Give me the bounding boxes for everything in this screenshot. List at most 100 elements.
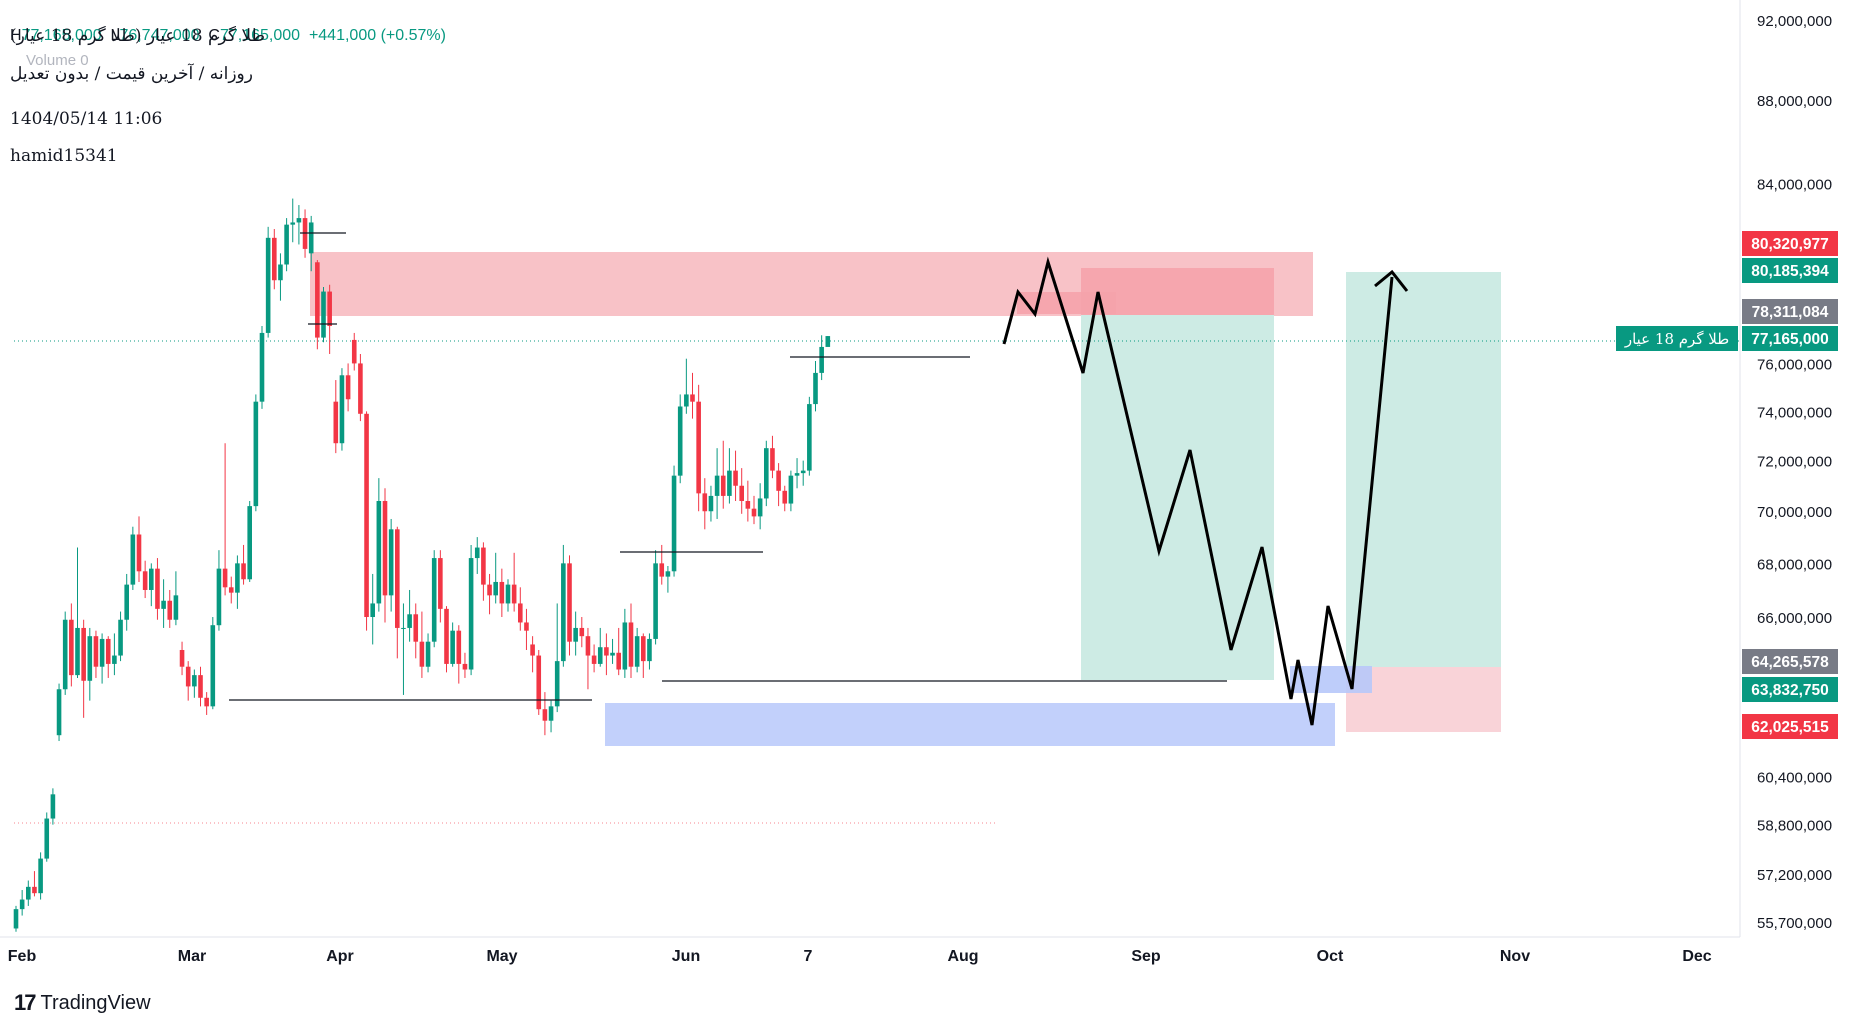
candle[interactable] [38,852,43,900]
candle[interactable] [776,463,781,507]
candle[interactable] [579,617,585,648]
candle[interactable] [204,692,209,715]
candle[interactable] [321,287,326,343]
candle[interactable] [819,335,824,381]
candle[interactable] [561,544,566,667]
candle[interactable] [56,683,62,742]
candle[interactable] [75,547,80,678]
candle[interactable] [198,666,203,707]
candle[interactable] [727,448,732,504]
projection-path[interactable] [1002,256,1394,726]
candle[interactable] [604,633,609,676]
candle[interactable] [50,788,56,825]
candle[interactable] [677,394,683,484]
candle[interactable] [308,215,314,272]
time-axis[interactable]: Feb Mar Apr May Jun 7 Aug Sep Oct Nov Dec [8,948,1712,965]
candle[interactable] [290,198,296,243]
candle[interactable] [634,627,640,673]
candle[interactable] [665,565,671,593]
tradingview-brand[interactable]: 17 TradingView [14,990,151,1016]
candle[interactable] [647,633,652,670]
candle[interactable] [542,692,548,736]
candle[interactable] [118,611,123,662]
candle[interactable] [253,394,259,512]
candle[interactable] [235,555,240,609]
candle[interactable] [419,611,425,678]
candle[interactable] [751,495,757,525]
candle[interactable] [628,603,634,678]
candle[interactable] [438,550,443,623]
candle[interactable] [32,871,37,897]
candle[interactable] [487,573,492,615]
candle[interactable] [272,229,277,290]
candle[interactable] [825,336,831,347]
candle[interactable] [19,890,25,916]
candle[interactable] [173,571,179,626]
candle[interactable] [185,661,191,701]
candle[interactable] [192,669,197,698]
candle[interactable] [382,488,388,623]
candle[interactable] [690,372,695,419]
candle[interactable] [130,526,136,590]
candle[interactable] [407,589,412,642]
candle[interactable] [44,812,50,862]
candle[interactable] [518,587,523,631]
candle[interactable] [259,325,265,409]
candle[interactable] [659,544,665,585]
candle[interactable] [358,353,363,422]
candle[interactable] [136,516,142,582]
candle[interactable] [733,450,738,502]
candle[interactable] [228,576,234,604]
candle[interactable] [720,440,726,509]
candle[interactable] [364,411,369,631]
small-supply-box[interactable] [1017,292,1116,314]
candle[interactable] [573,611,578,656]
candle[interactable] [641,633,646,678]
price-axis[interactable]: 55,700,000 57,200,000 58,800,000 60,400,000… [1757,13,1832,932]
candle[interactable] [770,435,775,479]
short-position-profit[interactable] [1081,315,1274,680]
candle[interactable] [431,550,437,648]
candle[interactable] [462,652,468,678]
candle[interactable] [530,636,535,673]
candle[interactable] [671,465,677,577]
candle[interactable] [401,603,406,695]
candle[interactable] [585,627,591,690]
candle[interactable] [339,368,345,451]
candle[interactable] [13,905,19,932]
candle[interactable] [216,550,222,631]
candle[interactable] [26,880,31,906]
candle[interactable] [474,537,480,574]
candle[interactable] [333,380,339,454]
candle[interactable] [395,526,400,659]
price-tag[interactable]: 63,832,750 [1742,677,1838,702]
candle[interactable] [284,218,289,272]
candle[interactable] [567,555,572,656]
candle[interactable] [351,332,357,371]
candle[interactable] [105,636,111,678]
candle[interactable] [782,485,788,512]
candle[interactable] [757,483,763,530]
candle[interactable] [493,552,498,604]
candle[interactable] [702,478,708,530]
candle[interactable] [511,552,517,612]
candle[interactable] [81,619,86,718]
candle[interactable] [278,253,283,301]
candle[interactable] [800,460,806,486]
candle[interactable] [370,573,375,645]
candle[interactable] [807,396,812,476]
candle[interactable] [93,630,99,678]
candle[interactable] [505,579,511,612]
candle[interactable] [155,558,160,620]
symbol-name[interactable]: طلا گرم 18 عیار (طلا گرم 18 عیار) [10,26,266,46]
candle[interactable] [739,468,744,514]
candle[interactable] [142,560,148,599]
candle[interactable] [714,448,720,519]
candle[interactable] [413,603,419,659]
candle[interactable] [69,603,74,687]
candle[interactable] [112,633,117,676]
candle[interactable] [149,563,154,607]
candle[interactable] [696,384,701,512]
price-tag[interactable]: 64,265,578 [1742,649,1838,674]
